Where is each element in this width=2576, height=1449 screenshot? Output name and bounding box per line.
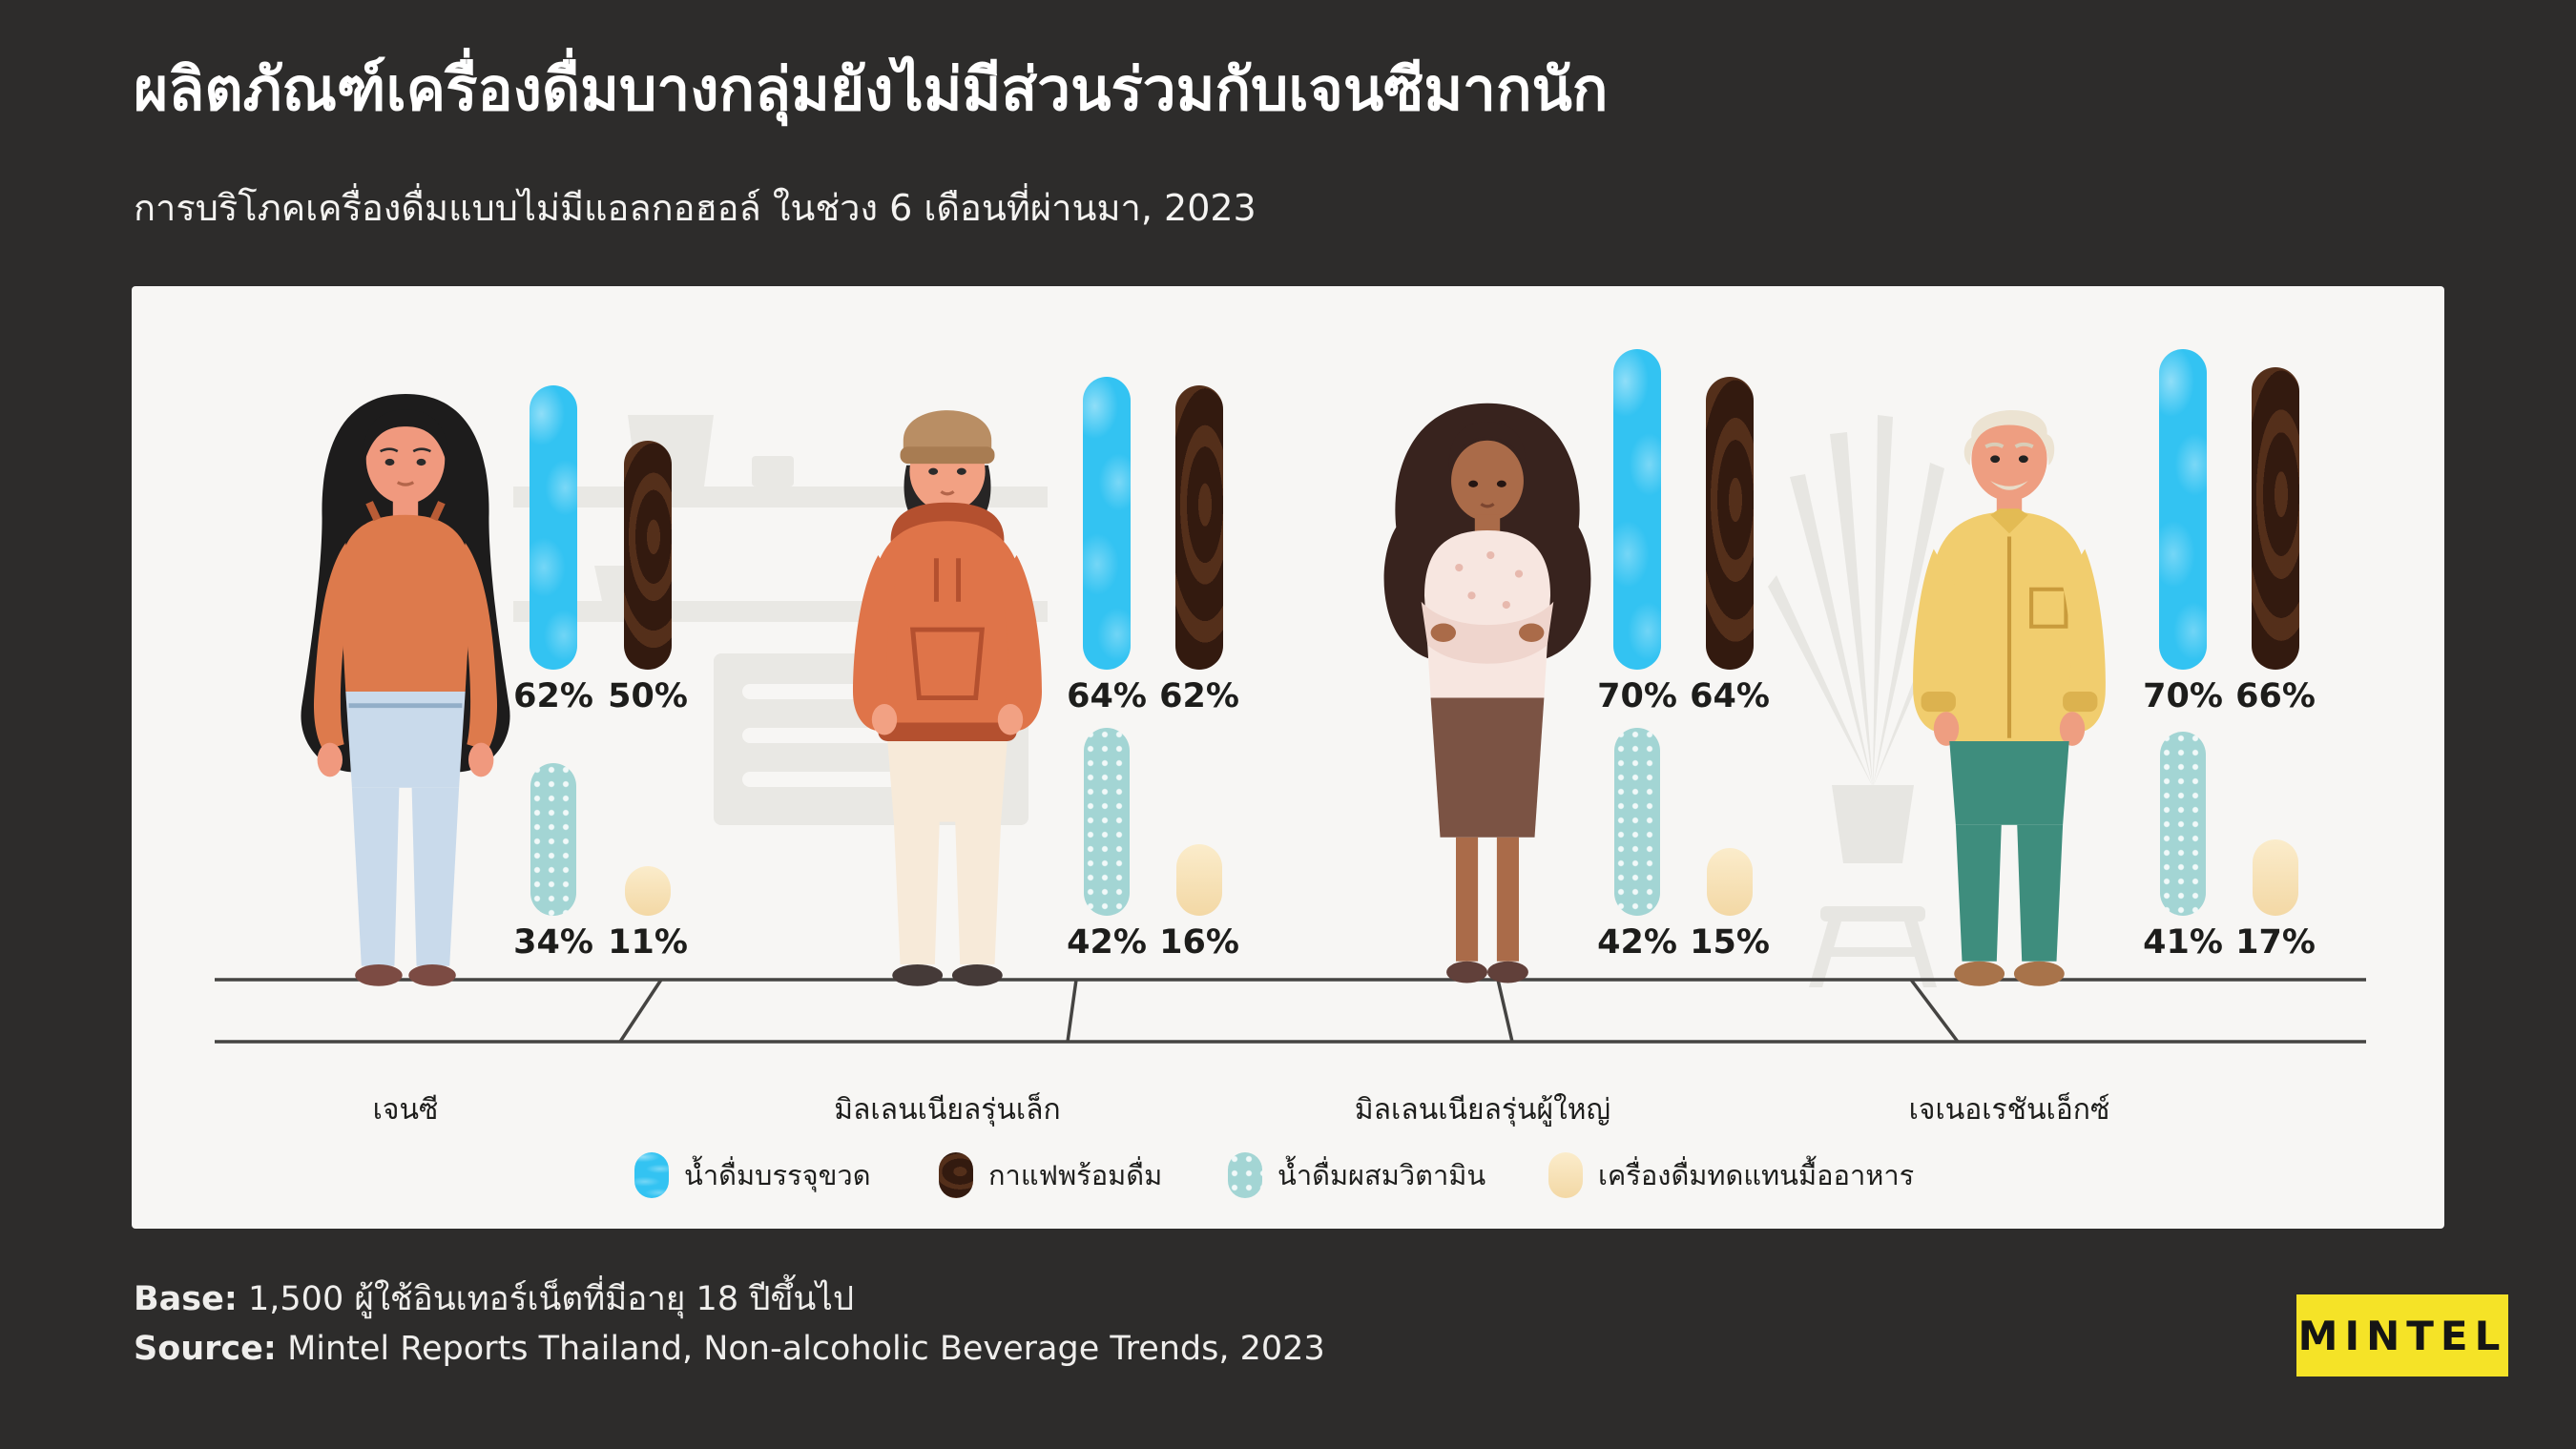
bar-bottled-water-gen-z [530,385,577,670]
chart-card: 62% 50% 34% 11% เจนซี 64% 62% 42% 16% มิลเลนเนียล… [132,286,2444,1229]
bar-meal-replacement-drink-gen-z [625,866,671,916]
value-label-bottled-water-gen-x: 70% [2143,677,2223,715]
value-label-meal-replacement-drink-gen-x: 17% [2235,923,2316,962]
person-gen-x-illustration [1913,410,2106,986]
legend-item-rtd-coffee: กาแฟพร้อมดื่ม [939,1152,1162,1198]
bar-rtd-coffee-younger-millennials [1175,385,1223,670]
legend-item-meal-replacement-drink: เครื่องดื่มทดแทนมื้ออาหาร [1548,1152,1914,1198]
bar-bottled-water-older-millennials [1613,349,1661,670]
bar-bottled-water-gen-x [2159,349,2207,670]
bar-bottled-water-younger-millennials [1083,377,1131,670]
value-label-bottled-water-older-millennials: 70% [1597,677,1677,715]
value-label-vitamin-water-gen-x: 41% [2143,923,2223,962]
value-label-vitamin-water-gen-z: 34% [513,923,593,962]
page-title: ผลิตภัณฑ์เครื่องดื่มบางกลุ่มยังไม่มีส่วน… [134,54,1609,124]
plant-decor [1768,415,1981,987]
value-label-bottled-water-younger-millennials: 64% [1067,677,1147,715]
base-note: Base: 1,500 ผู้ใช้อินเทอร์เน็ตที่มีอายุ … [134,1278,854,1322]
legend-swatch-bottled-water [634,1152,669,1198]
source-note: Source: Mintel Reports Thailand, Non-alc… [134,1328,1325,1372]
base-text: 1,500 ผู้ใช้อินเทอร์เน็ตที่มีอายุ 18 ปีข… [248,1280,855,1318]
legend-swatch-meal-replacement-drink [1548,1152,1583,1198]
bar-rtd-coffee-gen-x [2252,367,2299,670]
mintel-logo: MINTEL [2296,1294,2508,1377]
person-older-millennial-illustration [1383,403,1591,983]
bar-vitamin-water-gen-z [530,763,576,916]
legend-item-bottled-water: น้ำดื่มบรรจุขวด [634,1152,871,1198]
value-label-bottled-water-gen-z: 62% [513,677,593,715]
legend-label-meal-replacement-drink: เครื่องดื่มทดแทนมื้ออาหาร [1598,1159,1915,1191]
value-label-vitamin-water-younger-millennials: 42% [1067,923,1147,962]
bar-meal-replacement-drink-younger-millennials [1176,844,1222,916]
mintel-logo-text: MINTEL [2297,1312,2507,1359]
bar-vitamin-water-younger-millennials [1084,728,1130,916]
bar-meal-replacement-drink-older-millennials [1707,848,1753,916]
legend-swatch-vitamin-water [1228,1152,1262,1198]
category-label-older-millennials: มิลเลนเนียลรุ่นผู้ใหญ่ [1354,1093,1611,1127]
category-label-gen-x: เจเนอเรชันเอ็กซ์ [1908,1093,2110,1127]
legend-swatch-rtd-coffee [939,1152,973,1198]
bar-vitamin-water-gen-x [2160,732,2206,916]
base-label: Base: [134,1280,238,1318]
page-subtitle: การบริโภคเครื่องดื่มแบบไม่มีแอลกอฮอล์ ใน… [134,187,1257,229]
value-label-vitamin-water-older-millennials: 42% [1597,923,1677,962]
value-label-rtd-coffee-younger-millennials: 62% [1159,677,1239,715]
legend-label-vitamin-water: น้ำดื่มผสมวิตามิน [1278,1159,1486,1191]
value-label-rtd-coffee-gen-x: 66% [2235,677,2316,715]
person-younger-millennial-illustration [853,410,1042,986]
value-label-rtd-coffee-older-millennials: 64% [1690,677,1770,715]
value-label-meal-replacement-drink-older-millennials: 15% [1690,923,1770,962]
bar-vitamin-water-older-millennials [1614,728,1660,916]
legend-item-vitamin-water: น้ำดื่มผสมวิตามิน [1228,1152,1485,1198]
floor-lines [215,978,2366,1044]
legend-label-bottled-water: น้ำดื่มบรรจุขวด [684,1159,871,1191]
bar-meal-replacement-drink-gen-x [2253,839,2298,916]
value-label-meal-replacement-drink-gen-z: 11% [608,923,688,962]
bar-rtd-coffee-older-millennials [1706,377,1754,670]
source-text: Mintel Reports Thailand, Non-alcoholic B… [287,1330,1325,1368]
value-label-rtd-coffee-gen-z: 50% [608,677,688,715]
category-label-younger-millennials: มิลเลนเนียลรุ่นเล็ก [834,1093,1061,1127]
value-label-meal-replacement-drink-younger-millennials: 16% [1159,923,1239,962]
legend-label-rtd-coffee: กาแฟพร้อมดื่ม [988,1159,1163,1191]
category-label-gen-z: เจนซี [372,1093,439,1127]
bar-rtd-coffee-gen-z [624,441,672,670]
person-gen-z-illustration [301,394,510,986]
source-label: Source: [134,1330,277,1368]
